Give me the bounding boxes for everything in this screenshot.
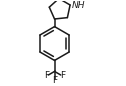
Text: F: F [60, 71, 65, 80]
Text: F: F [52, 76, 57, 85]
Text: F: F [44, 71, 49, 80]
Text: NH: NH [72, 1, 85, 10]
